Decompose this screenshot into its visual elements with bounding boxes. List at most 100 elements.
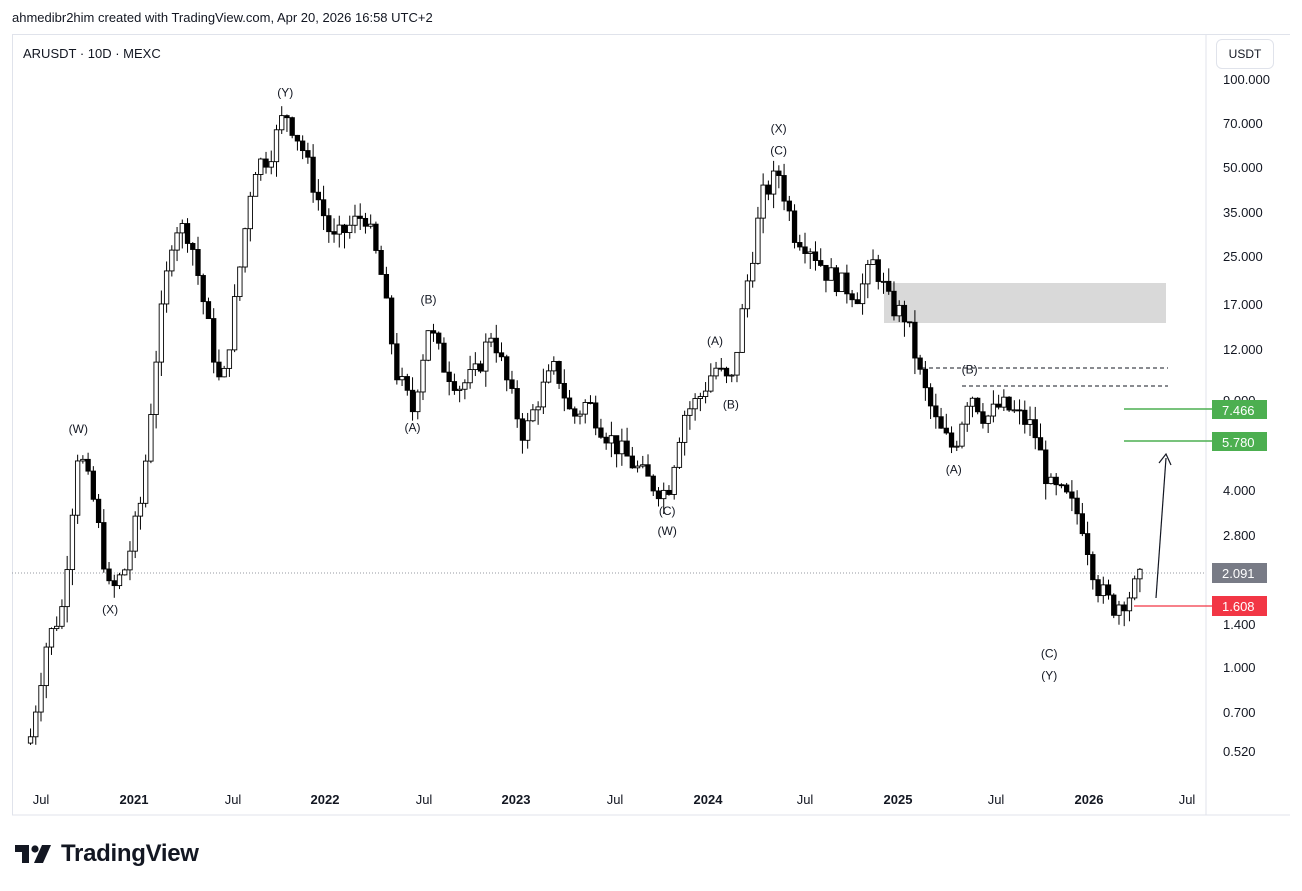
candle-down [645,464,651,477]
candle-up [273,129,280,163]
candle-down [493,337,499,354]
candle-down [666,489,672,495]
candle-down [624,440,630,457]
candle-down [901,304,908,323]
candle-down [1064,484,1070,493]
y-tick-label: 70.000 [1223,116,1263,131]
candle-down [451,381,458,391]
candle-up [148,414,154,462]
candle-down [1022,409,1028,425]
candle-up [27,736,34,744]
candle-up [1048,476,1054,485]
candle-down [818,260,824,266]
currency-button[interactable]: USDT [1216,39,1274,69]
candle-up [252,174,259,197]
projection-arrow [1155,452,1172,599]
candle-up [697,396,703,399]
candle-down [812,251,819,261]
candle-down [509,379,515,389]
candle-down [190,243,196,250]
candle-up [247,195,253,230]
candle-up [744,280,751,310]
candle-up [661,489,667,500]
candle-down [357,215,363,219]
x-tick-label: 2024 [694,792,724,807]
wave-label: (A) [946,462,962,476]
candle-down [844,272,850,295]
candle-down [849,293,855,301]
candle-up [132,515,138,552]
candle-up [33,711,39,738]
candle-up [336,224,342,235]
candle-up [755,217,761,264]
candle-down [980,411,986,424]
candle-down [216,361,222,378]
tradingview-logo[interactable]: TradingView [15,840,199,868]
candle-down [650,475,656,492]
x-tick-label: Jul [1179,792,1196,807]
candle-up [551,361,557,372]
candle-up [1116,604,1122,616]
candle-down [106,568,112,582]
chart-pane[interactable] [12,34,1290,815]
candle-down [802,246,808,254]
x-tick-label: 2026 [1075,792,1104,807]
candle-up [708,375,714,392]
candle-up [80,458,86,462]
x-tick-label: 2022 [311,792,340,807]
candle-down [85,458,91,472]
x-tick-label: Jul [988,792,1005,807]
candle-up [828,267,834,281]
candle-up [116,574,123,587]
y-tick-label: 100.000 [1223,72,1270,87]
candle-down [263,158,269,168]
y-tick-label: 1.400 [1223,617,1256,632]
candle-down [388,297,395,345]
candle-up [174,232,180,251]
candle-down [1090,554,1096,581]
candle-up [399,376,405,381]
candle-up [880,280,887,283]
candle-down [598,427,604,438]
candle-down [786,200,792,212]
candle-up [1001,396,1007,408]
candle-up [347,224,353,234]
candle-up [865,264,871,285]
candle-down [922,368,929,389]
candle-down [791,210,798,243]
candle-down [305,150,311,158]
candle-up [619,440,625,455]
candle-up [582,402,588,415]
y-tick-label: 25.000 [1223,249,1263,264]
candle-down [917,357,923,370]
candle-down [823,264,829,281]
candle-down [519,418,526,441]
candle-up [954,445,960,448]
candle-up [231,296,238,351]
wave-labels-layer: (W) (X) (Y) (A) (B) (C) (W) (A) (B) (X) (C) (A) (B) (… [69,86,1058,683]
tradingview-wordmark: TradingView [61,840,199,867]
candle-down [294,134,301,142]
candle-down [1105,584,1112,596]
candle-up [1011,409,1017,412]
candle-down [200,275,206,303]
wave-label: (C) [770,144,787,158]
candle-down [184,223,191,244]
candle-down [833,267,840,293]
x-tick-label: Jul [416,792,433,807]
candle-down [111,580,117,587]
candle-down [561,382,567,399]
candle-up [682,414,688,443]
candle-down [430,330,437,334]
candle-down [341,224,348,234]
candle-up [739,308,745,353]
candle-up [268,161,274,168]
candle-up [143,460,149,504]
candle-up [702,390,709,398]
candle-up [467,369,473,384]
candle-down [907,321,913,324]
time-axis[interactable]: Jul 2021 Jul 2022 Jul 2023 Jul 2024 Jul … [33,792,1196,807]
symbol-label[interactable]: ARUSDT · 10D · MEXC [23,46,161,61]
chart-attribution: ahmedibr2him created with TradingView.co… [12,10,433,25]
